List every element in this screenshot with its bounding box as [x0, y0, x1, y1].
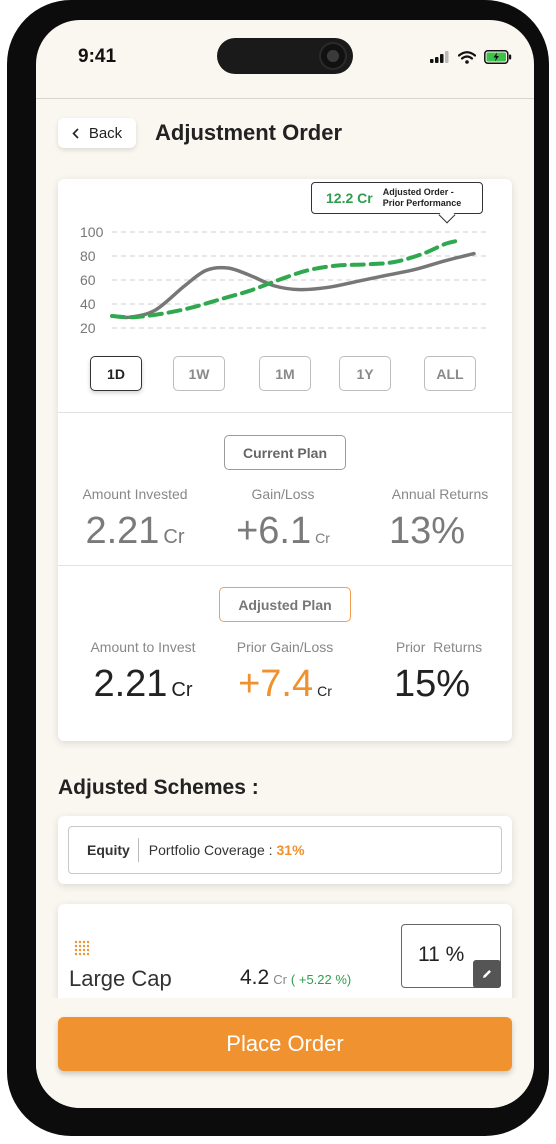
- current-plan-badge: Current Plan: [224, 435, 346, 470]
- metric-unit: Cr: [315, 530, 330, 546]
- section-title: Adjusted Schemes :: [58, 776, 259, 799]
- range-button-1y[interactable]: 1Y: [339, 356, 391, 391]
- coverage-label: Portfolio Coverage :: [148, 842, 273, 858]
- y-tick-label: 40: [80, 296, 96, 312]
- chart-divider: [58, 412, 512, 413]
- header-divider: [36, 98, 534, 99]
- range-button-1d[interactable]: 1D: [90, 356, 142, 391]
- edit-button[interactable]: [473, 960, 501, 988]
- current-amount-invested: Amount Invested 2.21 Cr: [60, 486, 210, 553]
- metric-label: Annual Returns: [391, 486, 489, 502]
- scheme-amount: 4.2 Cr( +5.22 %): [240, 966, 351, 990]
- performance-chart: 100 80 60 40 20: [80, 224, 490, 336]
- metric-label: Amount to Invest: [90, 639, 196, 655]
- metric-number: 2.21: [93, 663, 168, 705]
- status-icons: [430, 50, 512, 64]
- metric-value: 2.21 Cr: [68, 663, 218, 706]
- signal-icon: [430, 51, 449, 63]
- wifi-icon: [458, 50, 476, 64]
- metric-unit: Cr: [171, 679, 193, 701]
- battery-icon: [484, 50, 512, 64]
- allocation-input[interactable]: 11 %: [401, 924, 501, 988]
- range-label: 1W: [188, 365, 210, 382]
- tooltip-label-line2: Prior Performance: [382, 198, 462, 208]
- coverage-value: 31%: [276, 842, 305, 858]
- metric-number: +6.1: [236, 510, 312, 552]
- range-button-1m[interactable]: 1M: [259, 356, 311, 391]
- metric-number: 2.21: [85, 510, 160, 552]
- range-button-all[interactable]: ALL: [424, 356, 476, 391]
- metric-label: Amount Invested: [82, 486, 188, 502]
- metric-value: +7.4 Cr: [210, 663, 360, 706]
- chart-tooltip: 12.2 Cr Adjusted Order - Prior Performan…: [311, 182, 483, 224]
- adjusted-prior-gain-loss: Prior Gain/Loss +7.4 Cr: [210, 639, 360, 706]
- metric-value: +6.1 Cr: [208, 510, 358, 553]
- metric-value: 15%: [394, 663, 471, 705]
- metric-label: Gain/Loss: [251, 486, 315, 502]
- y-tick-label: 20: [80, 320, 96, 336]
- chevron-left-icon: [72, 127, 79, 139]
- adjusted-prior-returns: Prior Returns 15%: [364, 639, 514, 706]
- range-label: 1D: [107, 365, 125, 382]
- metric-unit: Cr: [163, 526, 185, 548]
- adjusted-amount-to-invest: Amount to Invest 2.21 Cr: [68, 639, 218, 706]
- adjusted-series-line: [110, 238, 462, 320]
- pencil-icon: [483, 970, 491, 978]
- metric-number: +7.4: [238, 663, 314, 705]
- page-title: Adjustment Order: [155, 120, 343, 145]
- scheme-amount-unit: Cr: [273, 972, 287, 987]
- status-time: 9:41: [78, 46, 117, 67]
- metric-label: Prior Returns: [395, 639, 483, 655]
- dynamic-island: [217, 38, 353, 74]
- metric-value: 2.21 Cr: [60, 510, 210, 553]
- place-order-button[interactable]: Place Order: [58, 1017, 512, 1071]
- performance-card: 12.2 Cr Adjusted Order - Prior Performan…: [58, 179, 512, 741]
- metric-unit: Cr: [317, 683, 332, 699]
- allocation-value: 11 %: [418, 943, 465, 966]
- current-series-line: [110, 251, 476, 320]
- range-selector: 1D 1W 1M 1Y ALL: [58, 356, 512, 394]
- large-cap-icon: [74, 940, 90, 956]
- range-button-1w[interactable]: 1W: [173, 356, 225, 391]
- scheme-change: ( +5.22 %): [290, 972, 352, 987]
- tooltip-value: 12.2 Cr: [326, 190, 373, 206]
- current-gain-loss: Gain/Loss +6.1 Cr: [208, 486, 358, 553]
- range-label: ALL: [436, 365, 464, 382]
- y-tick-label: 80: [80, 248, 96, 264]
- equity-card: Equity Portfolio Coverage : 31%: [58, 816, 512, 884]
- scheme-name: Large Cap: [69, 966, 172, 991]
- tooltip-label: Adjusted Order - Prior Performance: [383, 187, 462, 209]
- y-tick-label: 60: [80, 272, 96, 288]
- back-label: Back: [88, 124, 123, 142]
- metric-label: Prior Gain/Loss: [236, 639, 334, 655]
- equity-summary[interactable]: Equity Portfolio Coverage : 31%: [68, 826, 502, 874]
- adjusted-plan-badge: Adjusted Plan: [219, 587, 351, 622]
- current-annual-returns: Annual Returns 13%: [365, 486, 515, 553]
- phone-frame: 9:41: [7, 0, 549, 1136]
- app-screen: 9:41: [36, 20, 534, 1108]
- range-label: 1Y: [356, 365, 374, 382]
- scheme-amount-value: 4.2: [240, 966, 270, 989]
- y-tick-label: 100: [80, 224, 104, 240]
- range-label: 1M: [275, 365, 295, 382]
- equity-label: Equity: [87, 838, 139, 862]
- metric-value: 13%: [389, 510, 466, 552]
- camera-icon: [319, 42, 347, 70]
- plan-divider: [58, 565, 512, 566]
- back-button[interactable]: Back: [58, 118, 136, 148]
- tooltip-label-line1: Adjusted Order -: [382, 187, 454, 197]
